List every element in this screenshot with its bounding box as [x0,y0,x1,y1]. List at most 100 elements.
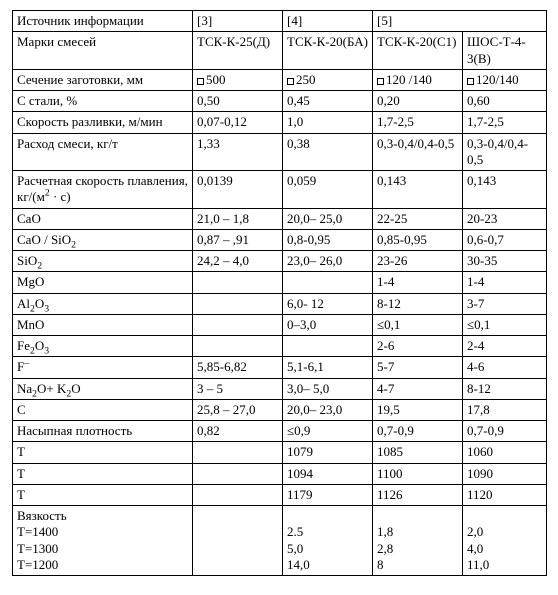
row-label: Т [13,463,193,484]
cell-value-line: 11,0 [467,557,542,573]
cell-value: 3-7 [463,293,547,314]
cell-value: 1-4 [463,272,547,293]
cell-value [193,314,283,335]
header-ref-3: [3] [193,11,283,32]
row-label: MgO [13,272,193,293]
cell-value: 1120 [463,484,547,505]
cell-value: 1179 [283,484,373,505]
cell-value: 0,20 [373,91,463,112]
cell-value: 0,85-0,95 [373,229,463,250]
cell-value: 21,0 – 1,8 [193,208,283,229]
cell-value: 5,1-6,1 [283,357,373,378]
table-row: Скорость разливки, м/мин0,07-0,121,01,7-… [13,112,547,133]
cell-value: 0,8-0,95 [283,229,373,250]
cell-value: 17,8 [463,399,547,420]
cell-value: 25,8 – 27,0 [193,399,283,420]
cell-value: 2.55,014,0 [283,506,373,576]
table-row: Al2O36,0- 128-123-7 [13,293,547,314]
row-label-viscosity: ВязкостьТ=1400Т=1300Т=1200 [13,506,193,576]
cell-value-line: 4,0 [467,541,542,557]
header-mix-code: ТСК-К-20(С1) [373,32,463,70]
cell-value: 0,0139 [193,171,283,209]
cell-value-line: 2.5 [287,524,368,540]
cell-value: 0,60 [463,91,547,112]
cell-value: 5-7 [373,357,463,378]
cell-value: 8-12 [373,293,463,314]
cell-value: 4-7 [373,378,463,399]
cell-value: 250 [283,69,373,90]
cell-value: 1085 [373,442,463,463]
cell-value-line [197,541,278,557]
cell-value-line: 5,0 [287,541,368,557]
cell-value: 23,0– 26,0 [283,251,373,272]
cell-value: 20,0– 23,0 [283,399,373,420]
cell-value: 4-6 [463,357,547,378]
cell-value [283,336,373,357]
cell-value [193,442,283,463]
cell-value: 30-35 [463,251,547,272]
cell-value: 0,6-0,7 [463,229,547,250]
table-body: Источник информации[3][4][5]Марки смесей… [13,11,547,576]
cell-value-line: 2,0 [467,524,542,540]
cell-value: 120 /140 [373,69,463,90]
table-row: F–5,85-6,825,1-6,15-74-6 [13,357,547,378]
table-row: CaO / SiO20,87 – ,910,8-0,950,85-0,950,6… [13,229,547,250]
cell-value-line: 14,0 [287,557,368,573]
row-label: C [13,399,193,420]
table-row: Сечение заготовки, мм500250120 /140120/1… [13,69,547,90]
cell-value: 3,0– 5,0 [283,378,373,399]
row-label: Т [13,442,193,463]
cell-value: 22-25 [373,208,463,229]
cell-value: 0,07-0,12 [193,112,283,133]
cell-value: 23-26 [373,251,463,272]
cell-value: 0,059 [283,171,373,209]
cell-value: 0,87 – ,91 [193,229,283,250]
cell-value: 1094 [283,463,373,484]
table-row: Насыпная плотность0,82≤0,90,7-0,90,7-0,9 [13,421,547,442]
row-label: Расчетная скорость плавления, кг/(м2 · с… [13,171,193,209]
row-label: Fe2O3 [13,336,193,357]
cell-value [283,272,373,293]
cell-value: 0–3,0 [283,314,373,335]
table-row: С стали, %0,500,450,200,60 [13,91,547,112]
cell-value [193,506,283,576]
cell-value: 1,7-2,5 [373,112,463,133]
cell-value: ≤0,1 [373,314,463,335]
cell-value: 0,143 [463,171,547,209]
cell-value-line [467,508,542,524]
table-row: SiO224,2 – 4,023,0– 26,023-2630-35 [13,251,547,272]
table-row: Na2O+ K2O3 – 53,0– 5,04-78-12 [13,378,547,399]
row-label: Скорость разливки, м/мин [13,112,193,133]
row-label-viscosity-line: Вязкость [17,508,188,524]
row-label-viscosity-line: Т=1200 [17,557,188,573]
table-row: Расход смеси, кг/т1,330,380,3-0,4/0,4-0,… [13,133,547,171]
cell-value: 0,3-0,4/0,4-0,5 [373,133,463,171]
row-label: Na2O+ K2O [13,378,193,399]
cell-value: 2-6 [373,336,463,357]
cell-value-line: 8 [377,557,458,573]
cell-value: 0,45 [283,91,373,112]
header-mix-code: ТСК-К-25(Д) [193,32,283,70]
cell-value [193,293,283,314]
square-icon [197,78,204,85]
cell-value-line: 1,8 [377,524,458,540]
cell-value: 0,143 [373,171,463,209]
row-label: Сечение заготовки, мм [13,69,193,90]
cell-value: 1-4 [373,272,463,293]
table-row: Расчетная скорость плавления, кг/(м2 · с… [13,171,547,209]
table-row: MgO 1-41-4 [13,272,547,293]
cell-value-line [287,508,368,524]
header-ref-4: [4] [283,11,373,32]
row-label: CaO [13,208,193,229]
cell-value: 1090 [463,463,547,484]
cell-value: 500 [193,69,283,90]
cell-value: 2,04,011,0 [463,506,547,576]
row-label: F– [13,357,193,378]
cell-value: 1,33 [193,133,283,171]
table-row: C25,8 – 27,020,0– 23,019,517,8 [13,399,547,420]
cell-value: 120/140 [463,69,547,90]
row-label-viscosity-line: Т=1300 [17,541,188,557]
properties-table: Источник информации[3][4][5]Марки смесей… [12,10,547,576]
square-icon [377,78,384,85]
cell-value: 19,5 [373,399,463,420]
